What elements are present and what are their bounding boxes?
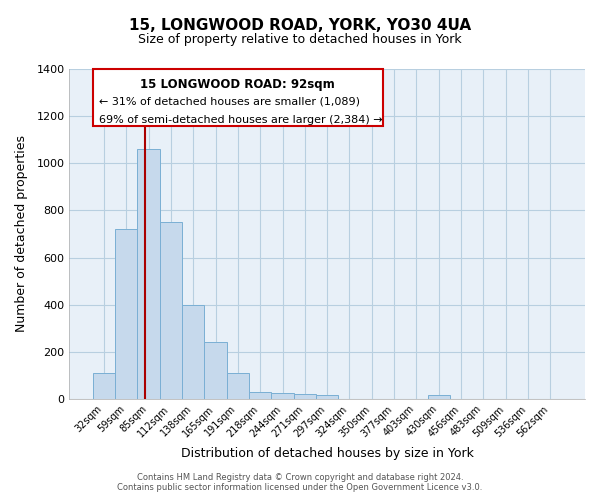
Text: 15, LONGWOOD ROAD, YORK, YO30 4UA: 15, LONGWOOD ROAD, YORK, YO30 4UA [129, 18, 471, 32]
FancyBboxPatch shape [93, 69, 383, 126]
Text: 15 LONGWOOD ROAD: 92sqm: 15 LONGWOOD ROAD: 92sqm [140, 78, 335, 92]
Bar [316, 396, 338, 399]
Text: Size of property relative to detached houses in York: Size of property relative to detached ho… [138, 32, 462, 46]
Bar [137, 149, 160, 399]
Bar [271, 393, 293, 399]
Bar [227, 373, 249, 399]
Bar [160, 222, 182, 399]
Text: 69% of semi-detached houses are larger (2,384) →: 69% of semi-detached houses are larger (… [100, 115, 383, 125]
Bar [115, 229, 137, 399]
Bar [93, 373, 115, 399]
Bar [205, 342, 227, 399]
Bar [293, 394, 316, 399]
Y-axis label: Number of detached properties: Number of detached properties [15, 136, 28, 332]
Bar [182, 304, 205, 399]
Text: Contains HM Land Registry data © Crown copyright and database right 2024.
Contai: Contains HM Land Registry data © Crown c… [118, 473, 482, 492]
X-axis label: Distribution of detached houses by size in York: Distribution of detached houses by size … [181, 447, 473, 460]
Bar [428, 396, 450, 399]
Text: ← 31% of detached houses are smaller (1,089): ← 31% of detached houses are smaller (1,… [100, 96, 361, 106]
Bar [249, 392, 271, 399]
